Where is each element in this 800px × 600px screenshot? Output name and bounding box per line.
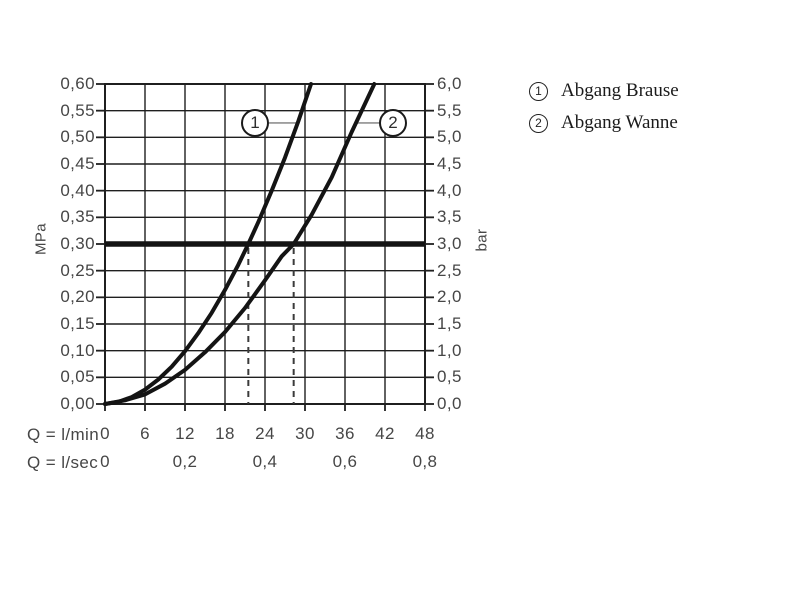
ytick-left-0,45: 0,45	[60, 154, 95, 173]
legend-item-brause: 1 Abgang Brause	[529, 80, 679, 102]
legend-symbol-2-icon: 2	[529, 113, 548, 133]
xtick-lmin-48: 48	[415, 424, 435, 443]
curve-marker-2: 2	[379, 108, 407, 137]
ytick-left-0,05: 0,05	[60, 367, 95, 387]
ytick-right-4,0: 4,0	[437, 180, 462, 200]
xtick-lmin-24: 24	[255, 424, 275, 443]
xtick-lsec-0,8: 0,8	[412, 452, 438, 471]
ytick-right-3,0: 3,0	[437, 234, 462, 253]
ytick-right-0,0: 0,0	[437, 394, 462, 413]
xtick-lsec-0: 0	[100, 452, 110, 471]
xtick-lsec-0,2: 0,2	[172, 452, 198, 471]
y-axis-unit-mpa: MPa	[32, 222, 50, 256]
legend: 1 Abgang Brause 2 Abgang Wanne	[529, 80, 679, 144]
ytick-right-4,5: 4,5	[437, 154, 462, 173]
curve-2	[103, 82, 377, 406]
xtick-lmin-12: 12	[175, 424, 195, 443]
xtick-lmin-30: 30	[295, 424, 315, 443]
ytick-left-0,50: 0,50	[60, 127, 95, 147]
legend-label-wanne: Abgang Wanne	[561, 112, 678, 133]
xtick-lmin-18: 18	[215, 424, 235, 443]
ytick-left-0,55: 0,55	[60, 100, 95, 120]
ytick-right-5,0: 5,0	[437, 127, 462, 147]
ytick-right-6,0: 6,0	[437, 74, 462, 93]
ytick-left-0,10: 0,10	[60, 340, 95, 360]
y-axis-unit-bar: bar	[473, 228, 491, 252]
ytick-left-0,20: 0,20	[60, 287, 95, 307]
x-axis-unit-lsec: Q = l/sec	[27, 453, 99, 472]
legend-label-brause: Abgang Brause	[561, 80, 679, 101]
ytick-right-2,5: 2,5	[437, 260, 462, 280]
ytick-left-0,00: 0,00	[60, 394, 95, 413]
xtick-lsec-0,6: 0,6	[332, 452, 358, 471]
ytick-left-0,40: 0,40	[60, 180, 95, 200]
legend-symbol-1-icon: 1	[529, 81, 548, 101]
ytick-right-3,5: 3,5	[437, 207, 462, 227]
x-axis-unit-lmin: Q = l/min	[27, 425, 100, 444]
ytick-left-0,15: 0,15	[60, 314, 95, 333]
curve-marker-1: 1	[241, 108, 269, 137]
legend-item-wanne: 2 Abgang Wanne	[529, 112, 679, 134]
ytick-right-0,5: 0,5	[437, 367, 462, 387]
xtick-lmin-42: 42	[375, 424, 395, 443]
ytick-right-5,5: 5,5	[437, 100, 462, 120]
ytick-left-0,60: 0,60	[60, 74, 95, 93]
xtick-lmin-36: 36	[335, 424, 355, 443]
ytick-right-2,0: 2,0	[437, 287, 462, 307]
xtick-lsec-0,4: 0,4	[252, 452, 278, 471]
ytick-right-1,5: 1,5	[437, 314, 462, 333]
ytick-left-0,35: 0,35	[60, 207, 95, 227]
xtick-lmin-6: 6	[140, 424, 150, 443]
xtick-lmin-0: 0	[100, 424, 110, 443]
ytick-left-0,25: 0,25	[60, 260, 95, 280]
curve-1	[103, 82, 313, 406]
ytick-right-1,0: 1,0	[437, 340, 462, 360]
ytick-left-0,30: 0,30	[60, 234, 95, 253]
